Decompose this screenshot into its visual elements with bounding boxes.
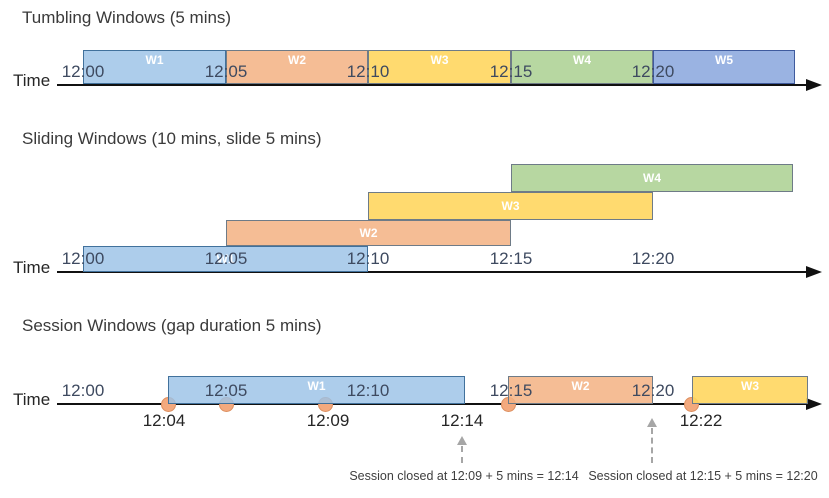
tick-label: 12:05 — [204, 62, 248, 81]
sliding-windows-box-w2: W2 — [226, 220, 511, 246]
tick-label: 12:15 — [489, 381, 533, 400]
tumbling-windows-box-w2: W2 — [226, 50, 368, 84]
tick-label: 12:20 — [631, 249, 675, 268]
session-windows-time-axis — [57, 403, 807, 405]
axis-arrowhead-icon — [806, 79, 822, 91]
window-label: W3 — [501, 198, 520, 213]
session-windows-box-w3: W3 — [692, 376, 808, 404]
window-label: W2 — [359, 225, 378, 240]
window-label: W2 — [571, 379, 590, 393]
window-label: W1 — [216, 251, 235, 266]
tick-label: 12:10 — [346, 249, 390, 268]
tick-label: 12:00 — [61, 381, 105, 400]
session-windows-box-w2: W2 — [508, 376, 653, 404]
tumbling-windows-title: Tumbling Windows (5 mins) — [22, 8, 232, 27]
session-windows-title: Session Windows (gap duration 5 mins) — [22, 316, 322, 335]
tumbling-windows-time-axis — [57, 84, 807, 86]
tick-label: 12:15 — [489, 62, 533, 81]
window-label: W2 — [288, 53, 306, 67]
callout-arrowhead-icon — [457, 436, 467, 445]
tick-label: 12:20 — [631, 381, 675, 400]
window-label: W3 — [430, 53, 449, 67]
callout-arrow-line — [461, 446, 463, 463]
event-time-label: 12:14 — [440, 411, 484, 430]
tumbling-windows-time-axis-label: Time — [13, 71, 51, 90]
tumbling-windows-box-w1: W1 — [83, 50, 226, 84]
window-label: W1 — [307, 379, 326, 393]
session-closed-annotation: Session closed at 12:15 + 5 mins = 12:20 — [588, 469, 818, 483]
sliding-windows-box-w4: W4 — [511, 164, 793, 192]
sliding-windows-time-axis — [57, 271, 807, 273]
event-time-label: 12:22 — [679, 411, 723, 430]
tick-label: 12:00 — [61, 249, 105, 268]
window-label: W3 — [741, 379, 759, 393]
tick-label: 12:10 — [346, 381, 390, 400]
axis-arrowhead-icon — [806, 398, 822, 410]
sliding-windows-box-w3: W3 — [368, 192, 653, 220]
sliding-windows-title: Sliding Windows (10 mins, slide 5 mins) — [22, 129, 322, 148]
session-closed-annotation: Session closed at 12:09 + 5 mins = 12:14 — [349, 469, 579, 483]
tick-label: 12:05 — [204, 249, 248, 268]
tick-label: 12:20 — [631, 62, 675, 81]
sliding-windows-time-axis-label: Time — [13, 258, 51, 277]
callout-arrowhead-icon — [647, 418, 657, 427]
window-label: W5 — [715, 53, 733, 67]
window-label: W1 — [145, 53, 164, 67]
tumbling-windows-box-w3: W3 — [368, 50, 511, 84]
window-label: W4 — [643, 170, 661, 185]
tumbling-windows-box-w4: W4 — [511, 50, 653, 84]
axis-arrowhead-icon — [806, 266, 822, 278]
tick-label: 12:10 — [346, 62, 390, 81]
tick-label: 12:05 — [204, 381, 248, 400]
tumbling-windows-box-w5: W5 — [653, 50, 795, 84]
session-windows-time-axis-label: Time — [13, 390, 51, 409]
session-windows-box-w1: W1 — [168, 376, 465, 404]
sliding-windows-box-w1: W1 — [83, 246, 368, 272]
event-time-label: 12:04 — [142, 411, 186, 430]
tick-label: 12:15 — [489, 249, 533, 268]
tick-label: 12:00 — [61, 62, 105, 81]
window-label: W4 — [573, 53, 591, 67]
event-time-label: 12:09 — [306, 411, 350, 430]
callout-arrow-line — [651, 428, 653, 463]
